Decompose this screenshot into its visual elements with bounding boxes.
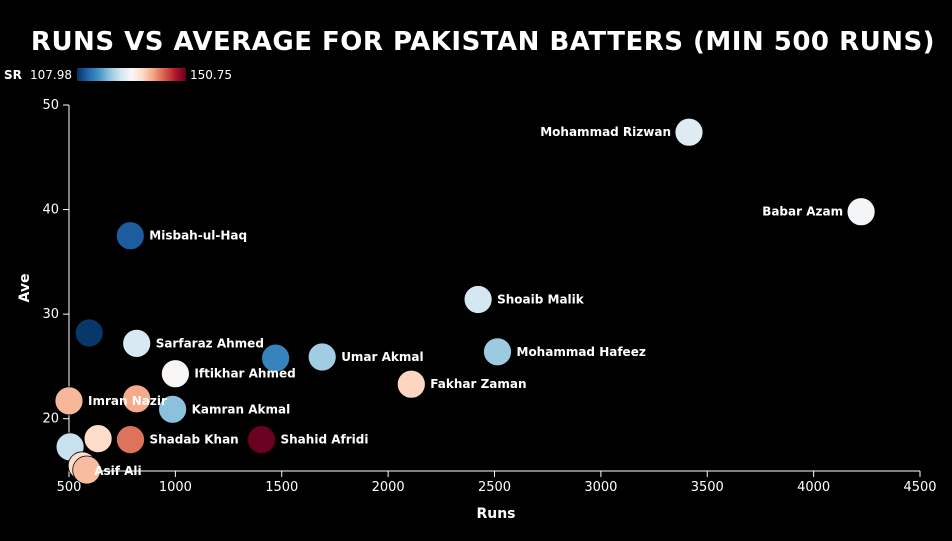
point-label: Shahid Afridi bbox=[281, 433, 369, 447]
data-point[interactable] bbox=[83, 424, 113, 454]
data-point[interactable] bbox=[247, 425, 276, 455]
point-label: Sarfaraz Ahmed bbox=[156, 336, 264, 350]
x-axis-label: Runs bbox=[476, 506, 515, 522]
data-point[interactable] bbox=[261, 343, 291, 373]
legend-title: SR bbox=[4, 68, 22, 82]
data-point[interactable] bbox=[54, 386, 84, 416]
data-point[interactable] bbox=[122, 384, 152, 414]
data-point[interactable] bbox=[116, 425, 145, 455]
point-label: Mohammad Rizwan bbox=[540, 125, 671, 139]
y-axis-label: Ave bbox=[17, 274, 33, 303]
color-legend: SR 107.98 150.75 bbox=[4, 68, 232, 82]
y-tick-label: 50 bbox=[42, 98, 59, 113]
point-label: Fakhar Zaman bbox=[430, 377, 526, 391]
x-tick-label: 3500 bbox=[691, 480, 724, 495]
point-label: Shadab Khan bbox=[150, 433, 239, 447]
data-point[interactable] bbox=[158, 394, 188, 424]
data-point[interactable] bbox=[74, 318, 104, 348]
point-label: Shoaib Malik bbox=[497, 293, 585, 307]
point-label: Misbah-ul-Haq bbox=[149, 229, 247, 243]
data-point[interactable] bbox=[72, 455, 102, 485]
data-point[interactable] bbox=[396, 369, 426, 399]
data-point[interactable] bbox=[115, 221, 145, 251]
data-points bbox=[54, 117, 876, 485]
legend-max-label: 150.75 bbox=[190, 68, 232, 82]
data-point[interactable] bbox=[483, 337, 512, 367]
point-label: Babar Azam bbox=[762, 205, 843, 219]
y-tick-label: 20 bbox=[42, 412, 59, 427]
point-label: Umar Akmal bbox=[341, 350, 423, 364]
data-point[interactable] bbox=[122, 328, 152, 358]
x-tick-label: 4000 bbox=[797, 480, 830, 495]
data-point[interactable] bbox=[463, 285, 493, 314]
legend-min-label: 107.98 bbox=[30, 68, 72, 82]
point-label: Imran Nazir bbox=[88, 394, 167, 408]
chart-title: RUNS VS AVERAGE FOR PAKISTAN BATTERS (MI… bbox=[31, 27, 935, 57]
point-labels: Mohammad Rizwan Babar Azam Misbah-ul-Haq Sh… bbox=[88, 125, 843, 478]
x-tick-label: 2000 bbox=[372, 480, 405, 495]
data-point[interactable] bbox=[846, 197, 876, 227]
legend-color-bar bbox=[77, 68, 186, 81]
point-label: Asif Ali bbox=[94, 464, 141, 478]
x-tick-label: 1500 bbox=[265, 480, 298, 495]
x-tick-label: 2500 bbox=[478, 480, 511, 495]
point-label: Mohammad Hafeez bbox=[517, 345, 646, 359]
point-label: Iftikhar Ahmed bbox=[194, 367, 295, 381]
point-label: Kamran Akmal bbox=[192, 402, 291, 416]
x-tick-label: 4500 bbox=[903, 480, 936, 495]
x-tick-label: 3000 bbox=[584, 480, 617, 495]
x-tick-label: 500 bbox=[57, 480, 82, 495]
y-tick-label: 40 bbox=[42, 203, 59, 218]
data-point[interactable] bbox=[160, 359, 190, 389]
data-point[interactable] bbox=[307, 342, 337, 372]
y-tick-label: 30 bbox=[42, 307, 59, 322]
x-tick-label: 1000 bbox=[159, 480, 192, 495]
x-axis: 500 1000 1500 2000 2500 3000 3500 4000 4500 bbox=[57, 470, 937, 495]
data-point[interactable] bbox=[674, 117, 704, 147]
